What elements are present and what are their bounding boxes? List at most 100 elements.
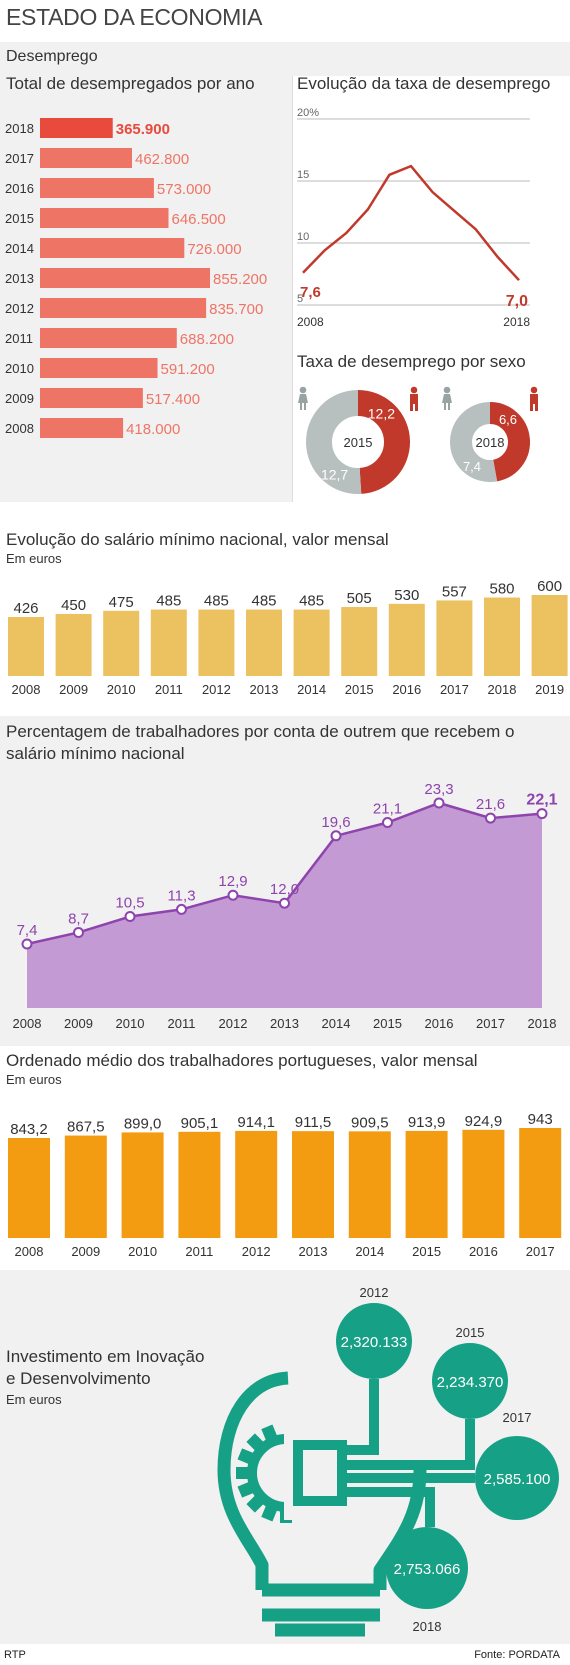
rate-x-start-label: 2008 [297,315,324,329]
donut-women-label: 7,4 [463,459,481,474]
rate-line [302,164,520,282]
min-wage-year-label: 2008 [12,682,41,697]
min-wage-bar [55,613,92,676]
investment-bubble [336,1303,412,1379]
male-icon [410,403,413,411]
min-wage-value-label: 475 [109,594,134,611]
innovation-title-line2: e Desenvolvimento [6,1369,151,1388]
unemployment-sex-title: Taxa de desemprego por sexo [297,352,526,371]
female-icon [448,403,450,410]
female-icon [443,386,451,394]
male-icon [530,403,533,411]
min-wage-year-label: 2018 [488,682,517,697]
min-wage-pct-chart: 7,4 2008 8,7 2009 10,5 2010 11,3 2011 12,9 2012 12… [13,781,558,1031]
avg-wage-year-label: 2017 [526,1244,555,1259]
min-wage-value-label: 505 [347,590,372,607]
pct-value-label: 11,3 [167,887,195,904]
min-wage-bar [103,610,140,676]
min-wage-value-label: 485 [156,593,181,610]
avg-wage-bar [348,1131,391,1238]
lightbulb-icon [217,1371,427,1637]
rate-ytick-label: 5 [297,293,303,305]
min-wage-bar [388,603,425,676]
min-wage-year-label: 2017 [440,682,469,697]
pct-year-label: 2014 [322,1016,351,1031]
unemployment-rate-chart: 5 10 15 20% 7,6 7,0 2008 2018 [297,107,530,329]
avg-wage-bar [292,1131,334,1238]
rate-ytick-label: 20% [297,107,319,119]
pct-year-label: 2010 [116,1016,145,1031]
investment-value-label: 2,320.133 [341,1334,408,1351]
pct-year-label: 2016 [425,1016,454,1031]
avg-wage-bar [235,1130,278,1238]
avg-wage-value-label: 911,5 [295,1114,331,1131]
min-wage-year-label: 2012 [202,682,231,697]
unemployed-bar [40,148,132,168]
min-wage-bar [341,607,378,676]
min-wage-unit: Em euros [6,551,62,566]
footer-source-right: Fonte: PORDATA [474,1649,560,1661]
male-icon [535,403,538,411]
investment-year-label: 2018 [413,1619,442,1634]
unemployed-bar-chart: 2018 365.900 2017 462.800 2016 573.000 2015 646… [5,118,267,438]
connector-line [342,1379,379,1455]
connector-lines [342,1379,475,1527]
rate-x-end-label: 2018 [503,315,530,329]
unemployed-year-label: 2012 [5,301,34,316]
pct-value-label: 8,7 [68,910,89,927]
pct-point [124,911,136,923]
avg-wage-value-label: 909,5 [351,1114,389,1131]
pct-point [227,889,239,901]
male-icon [415,403,418,411]
min-wage-value-label: 426 [13,600,38,617]
unemployed-year-label: 2014 [5,241,34,256]
rate-end-label: 7,0 [506,293,528,310]
donut-year-label: 2015 [344,435,373,450]
avg-wage-bar [462,1129,505,1238]
avg-wage-year-label: 2012 [242,1244,271,1259]
donut-year-label: 2018 [476,435,505,450]
investment-year-label: 2012 [360,1285,389,1300]
avg-wage-value-label: 913,9 [408,1114,446,1131]
unemployed-bar [40,118,113,138]
investment-bubble [432,1343,508,1419]
unemployed-bar [40,238,185,258]
total-unemployed-title: Total de desempregados por ano [6,74,255,93]
pct-value-label: 21,6 [476,796,505,813]
avg-wage-value-label: 899,0 [124,1115,162,1132]
min-wage-value-label: 557 [442,583,467,600]
page-title: ESTADO DA ECONOMIA [6,4,263,30]
min-wage-bar [198,609,235,676]
pct-year-label: 2009 [64,1016,93,1031]
min-wage-bar [484,597,520,676]
donut-men-slice [357,390,410,494]
pct-value-label: 12,0 [270,881,299,898]
unemployed-bar [40,418,124,438]
donut-men-label: 12,2 [368,406,395,422]
unemployment-sex-chart: 2015 12,2 12,7 2018 6,6 7,4 [298,386,538,494]
min-wage-bar [246,609,282,676]
avg-wage-value-label: 943 [528,1111,553,1128]
innovation-unit: Em euros [6,1392,62,1407]
investment-value-label: 2,585.100 [484,1471,551,1488]
unemployed-bar [40,328,177,348]
avg-wage-bar [121,1132,164,1238]
unemployed-year-label: 2015 [5,211,34,226]
male-icon [410,394,418,404]
pct-point [536,808,548,820]
avg-wage-bar [8,1138,50,1238]
footer-source-left: RTP [4,1649,26,1661]
gear-tooth [237,1448,254,1465]
min-wage-bar [8,617,44,676]
gear-tooth [246,1495,264,1513]
male-icon [530,394,538,404]
avg-wage-title: Ordenado médio dos trabalhadores portugu… [6,1051,478,1070]
avg-wage-value-label: 867,5 [67,1119,105,1136]
donut-men-label: 6,6 [499,412,517,427]
unemployment-section-label: Desemprego [6,48,98,65]
female-icon [304,403,306,410]
donut-women-slice [306,390,362,494]
pct-value-label: 21,1 [373,801,402,818]
unemployed-bar [40,388,143,408]
unemployed-value-label: 835.700 [209,301,263,318]
